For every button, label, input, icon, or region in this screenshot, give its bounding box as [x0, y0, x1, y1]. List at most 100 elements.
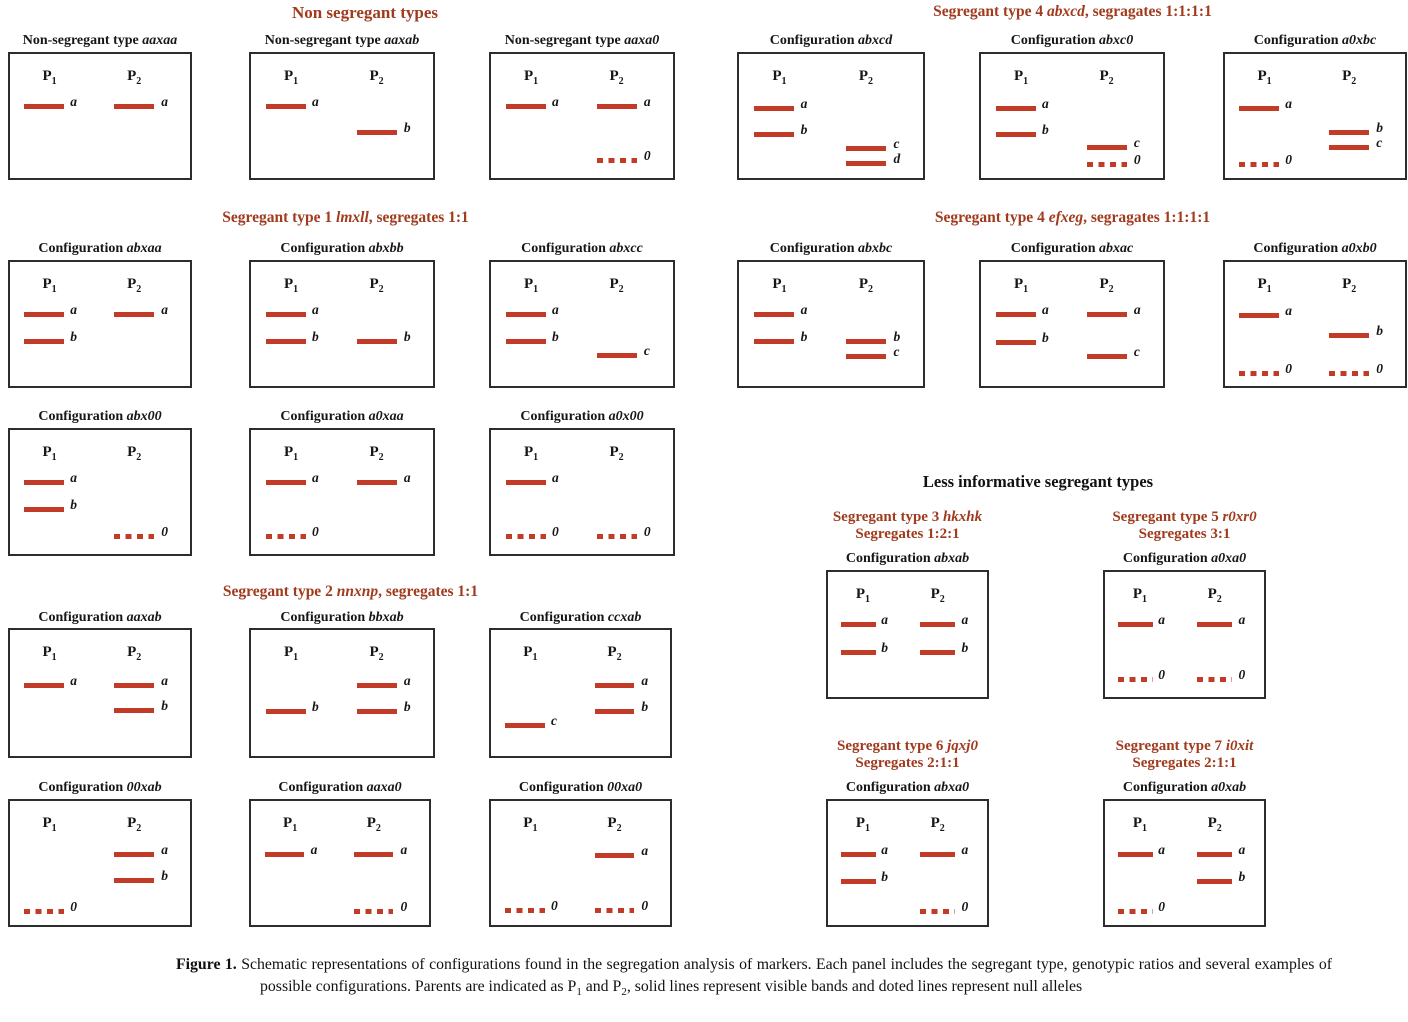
parent-label-p2: P2 [127, 276, 142, 295]
band-label-p2-a: a [400, 841, 408, 857]
band-p1-a [24, 479, 64, 485]
band-label-p2-a: a [643, 93, 651, 109]
band-label-p1-0: 0 [1158, 667, 1165, 682]
band-label-p2-c: c [1376, 134, 1383, 150]
band-p1-a [505, 103, 546, 109]
band-p1-a [265, 479, 306, 485]
section-heading-line2: Segregates 3:1 [1138, 525, 1231, 542]
band-label-p2-0: 0 [1133, 151, 1141, 167]
band-p2-b [1329, 332, 1369, 338]
band-label-p2-a: a [961, 612, 969, 627]
band-p2-a [356, 479, 397, 485]
band-p2-d [845, 160, 887, 166]
band-label-p1-c: c [550, 713, 557, 729]
band-label-p1-0: 0 [70, 898, 78, 914]
band-label-p1-a: a [800, 96, 808, 112]
panel-title-aaxa0: Non-segregant type aaxa0 [504, 33, 660, 48]
panel-title-a0xb0: Configuration a0xb0 [1253, 241, 1377, 256]
band-p2-a [114, 682, 154, 688]
band-p1-b [265, 709, 306, 715]
parent-label-p1: P1 [42, 68, 57, 87]
band-p1-b [24, 338, 64, 344]
parent-label-p1: P1 [283, 276, 299, 295]
panel-title-a0xab: Configuration a0xab [1122, 780, 1247, 795]
band-p1-b [995, 340, 1036, 346]
panel-title-a0xa0: Configuration a0xa0 [1122, 551, 1247, 566]
panel-title-abxcd: Configuration abxcd [769, 33, 893, 48]
panel-title-r4_aaxab: Configuration aaxab [38, 610, 162, 625]
band-label-p1-b: b [800, 122, 808, 138]
band-p2-a [356, 682, 397, 688]
section-heading-line1: Segregant type 7 i0xit [1115, 738, 1254, 754]
band-p1-a [753, 311, 795, 317]
band-label-p2-0: 0 [400, 898, 408, 914]
parent-label-p1: P1 [523, 644, 538, 663]
band-label-p2-a: a [1238, 612, 1246, 627]
parent-label-p1: P1 [1013, 276, 1029, 295]
band-label-p1-b: b [800, 328, 808, 344]
band-label-p2-0: 0 [1376, 361, 1383, 377]
band-label-p2-b: b [403, 699, 411, 715]
band-p2-b [920, 649, 956, 655]
band-label-p2-a: a [961, 841, 969, 857]
band-p2-a [920, 851, 956, 857]
band-p2-b [845, 338, 887, 344]
band-label-p1-a: a [311, 301, 319, 317]
band-label-p2-c: c [643, 342, 650, 358]
parent-label-p1: P1 [1013, 68, 1029, 87]
band-p2-a [920, 622, 956, 627]
band-label-p1-0: 0 [551, 524, 559, 540]
parent-label-p2: P2 [607, 644, 622, 663]
band-p1-a [24, 311, 64, 317]
section-heading-line2: Segregates 2:1:1 [1132, 754, 1237, 771]
band-label-p1-0: 0 [1285, 151, 1293, 167]
band-label-p1-b: b [311, 699, 319, 715]
parent-label-p2: P2 [609, 444, 624, 463]
band-label-p1-0: 0 [550, 897, 558, 913]
band-p2-b [356, 338, 397, 344]
band-label-p2-b: b [161, 867, 168, 883]
band-label-p1-a: a [311, 469, 319, 485]
parent-label-p1: P1 [523, 444, 539, 463]
band-p2-a [1086, 311, 1127, 317]
band-label-p2-a: a [641, 843, 649, 859]
band-p1-c [505, 723, 545, 729]
band-p1-b [265, 338, 306, 344]
band-label-p1-0: 0 [1158, 898, 1165, 914]
band-p2-b [114, 877, 154, 883]
band-p1-a [24, 682, 64, 688]
band-p2-b [1329, 129, 1369, 135]
band-label-p2-b: b [1376, 322, 1383, 338]
band-label-p1-b: b [881, 639, 888, 655]
panel-abxcc: P1 a b P2 c [489, 260, 675, 388]
panel-abx00: P1 a b P2 0 [8, 428, 192, 556]
parent-label-p1: P1 [42, 444, 57, 463]
band-p1-a [265, 851, 305, 857]
band-label-p1-a: a [1158, 612, 1165, 627]
band-label-p1-a: a [311, 93, 319, 109]
parent-label-p1: P1 [42, 276, 57, 295]
band-p1-b [840, 879, 876, 885]
parent-label-p1: P1 [42, 815, 57, 834]
parent-label-p2: P2 [609, 68, 624, 87]
panel-aaxab: P1 a P2 b [249, 52, 435, 180]
parent-label-p2: P2 [369, 68, 384, 87]
section-heading-seg3: Segregant type 3 hkxhk Segregates 1:2:1 [810, 509, 1005, 543]
section-heading-line1: Non segregant types [291, 3, 439, 22]
band-p2-c [845, 145, 887, 151]
band-label-p1-b: b [70, 496, 78, 512]
band-label-p1-b: b [1041, 330, 1049, 346]
band-label-p2-b: b [961, 639, 969, 655]
band-label-p1-a: a [70, 93, 78, 109]
band-p2-b [594, 709, 635, 715]
panel-title-abxc0: Configuration abxc0 [1010, 33, 1134, 48]
band-label-p1-a: a [70, 469, 78, 485]
band-p2-c [1086, 353, 1127, 359]
parent-label-p2: P2 [127, 444, 142, 463]
band-label-p1-a: a [70, 301, 78, 317]
band-p2-a [1197, 622, 1233, 627]
panel-title-abxaa: Configuration abxaa [38, 241, 162, 256]
panel-a0xaa: P1 a 0 P2 a [249, 428, 435, 556]
panel-title-00xab: Configuration 00xab [38, 780, 162, 795]
band-label-p1-0: 0 [311, 524, 319, 540]
